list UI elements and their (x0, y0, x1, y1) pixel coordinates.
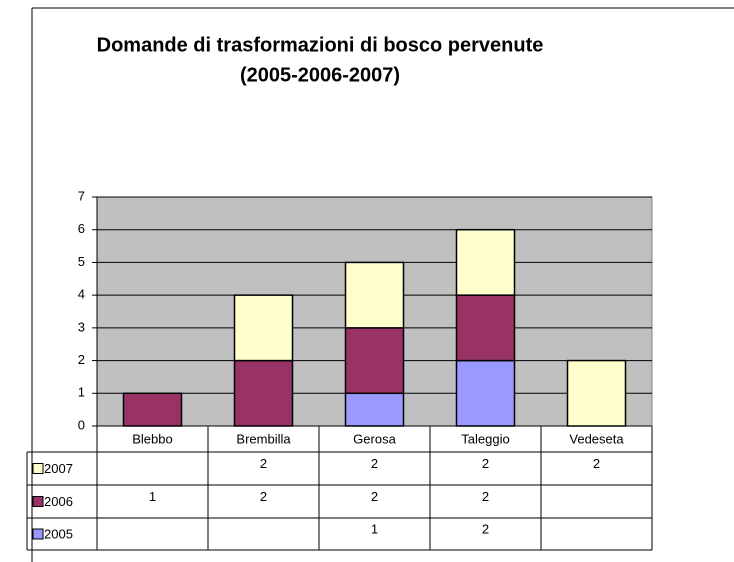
x-tick-label: Brembilla (236, 431, 291, 446)
table-value: 2 (482, 489, 489, 504)
bar (455, 228, 516, 296)
bar (344, 261, 405, 329)
table-value: 2 (260, 489, 267, 504)
table-value: 2 (371, 489, 378, 504)
y-tick-label: 2 (78, 352, 85, 367)
bar (233, 359, 294, 427)
x-tick-label: Taleggio (461, 431, 509, 446)
table-value: 1 (149, 489, 156, 504)
x-tick-label: Gerosa (353, 431, 396, 446)
bar (566, 359, 627, 427)
legend-key (32, 463, 44, 474)
y-tick-label: 6 (78, 221, 85, 236)
bar (455, 294, 516, 362)
y-tick-label: 4 (78, 287, 85, 302)
bar (122, 392, 183, 427)
y-tick-label: 3 (78, 319, 85, 334)
bar (344, 392, 405, 427)
chart-title: Domande di trasformazioni di bosco perve… (97, 34, 544, 56)
x-tick-label: Vedeseta (569, 431, 624, 446)
x-tick-label: Blebbo (132, 431, 172, 446)
table-value: 2 (482, 456, 489, 471)
y-tick-label: 5 (78, 254, 85, 269)
table-value: 1 (371, 521, 378, 536)
y-tick-label: 7 (78, 188, 85, 203)
table-value: 2 (593, 456, 600, 471)
legend-label: 2006 (44, 494, 73, 509)
table-value: 2 (371, 456, 378, 471)
y-tick-label: 0 (78, 417, 85, 432)
bar (455, 359, 516, 427)
legend-key (32, 496, 44, 507)
bar (344, 327, 405, 395)
table-value: 2 (260, 456, 267, 471)
y-tick-label: 1 (78, 385, 85, 400)
legend-key (32, 528, 44, 540)
legend-label: 2005 (44, 526, 73, 541)
chart-subtitle: (2005-2006-2007) (240, 64, 400, 86)
table-value: 2 (482, 521, 489, 536)
bar (233, 294, 294, 362)
legend-label: 2007 (44, 461, 73, 476)
